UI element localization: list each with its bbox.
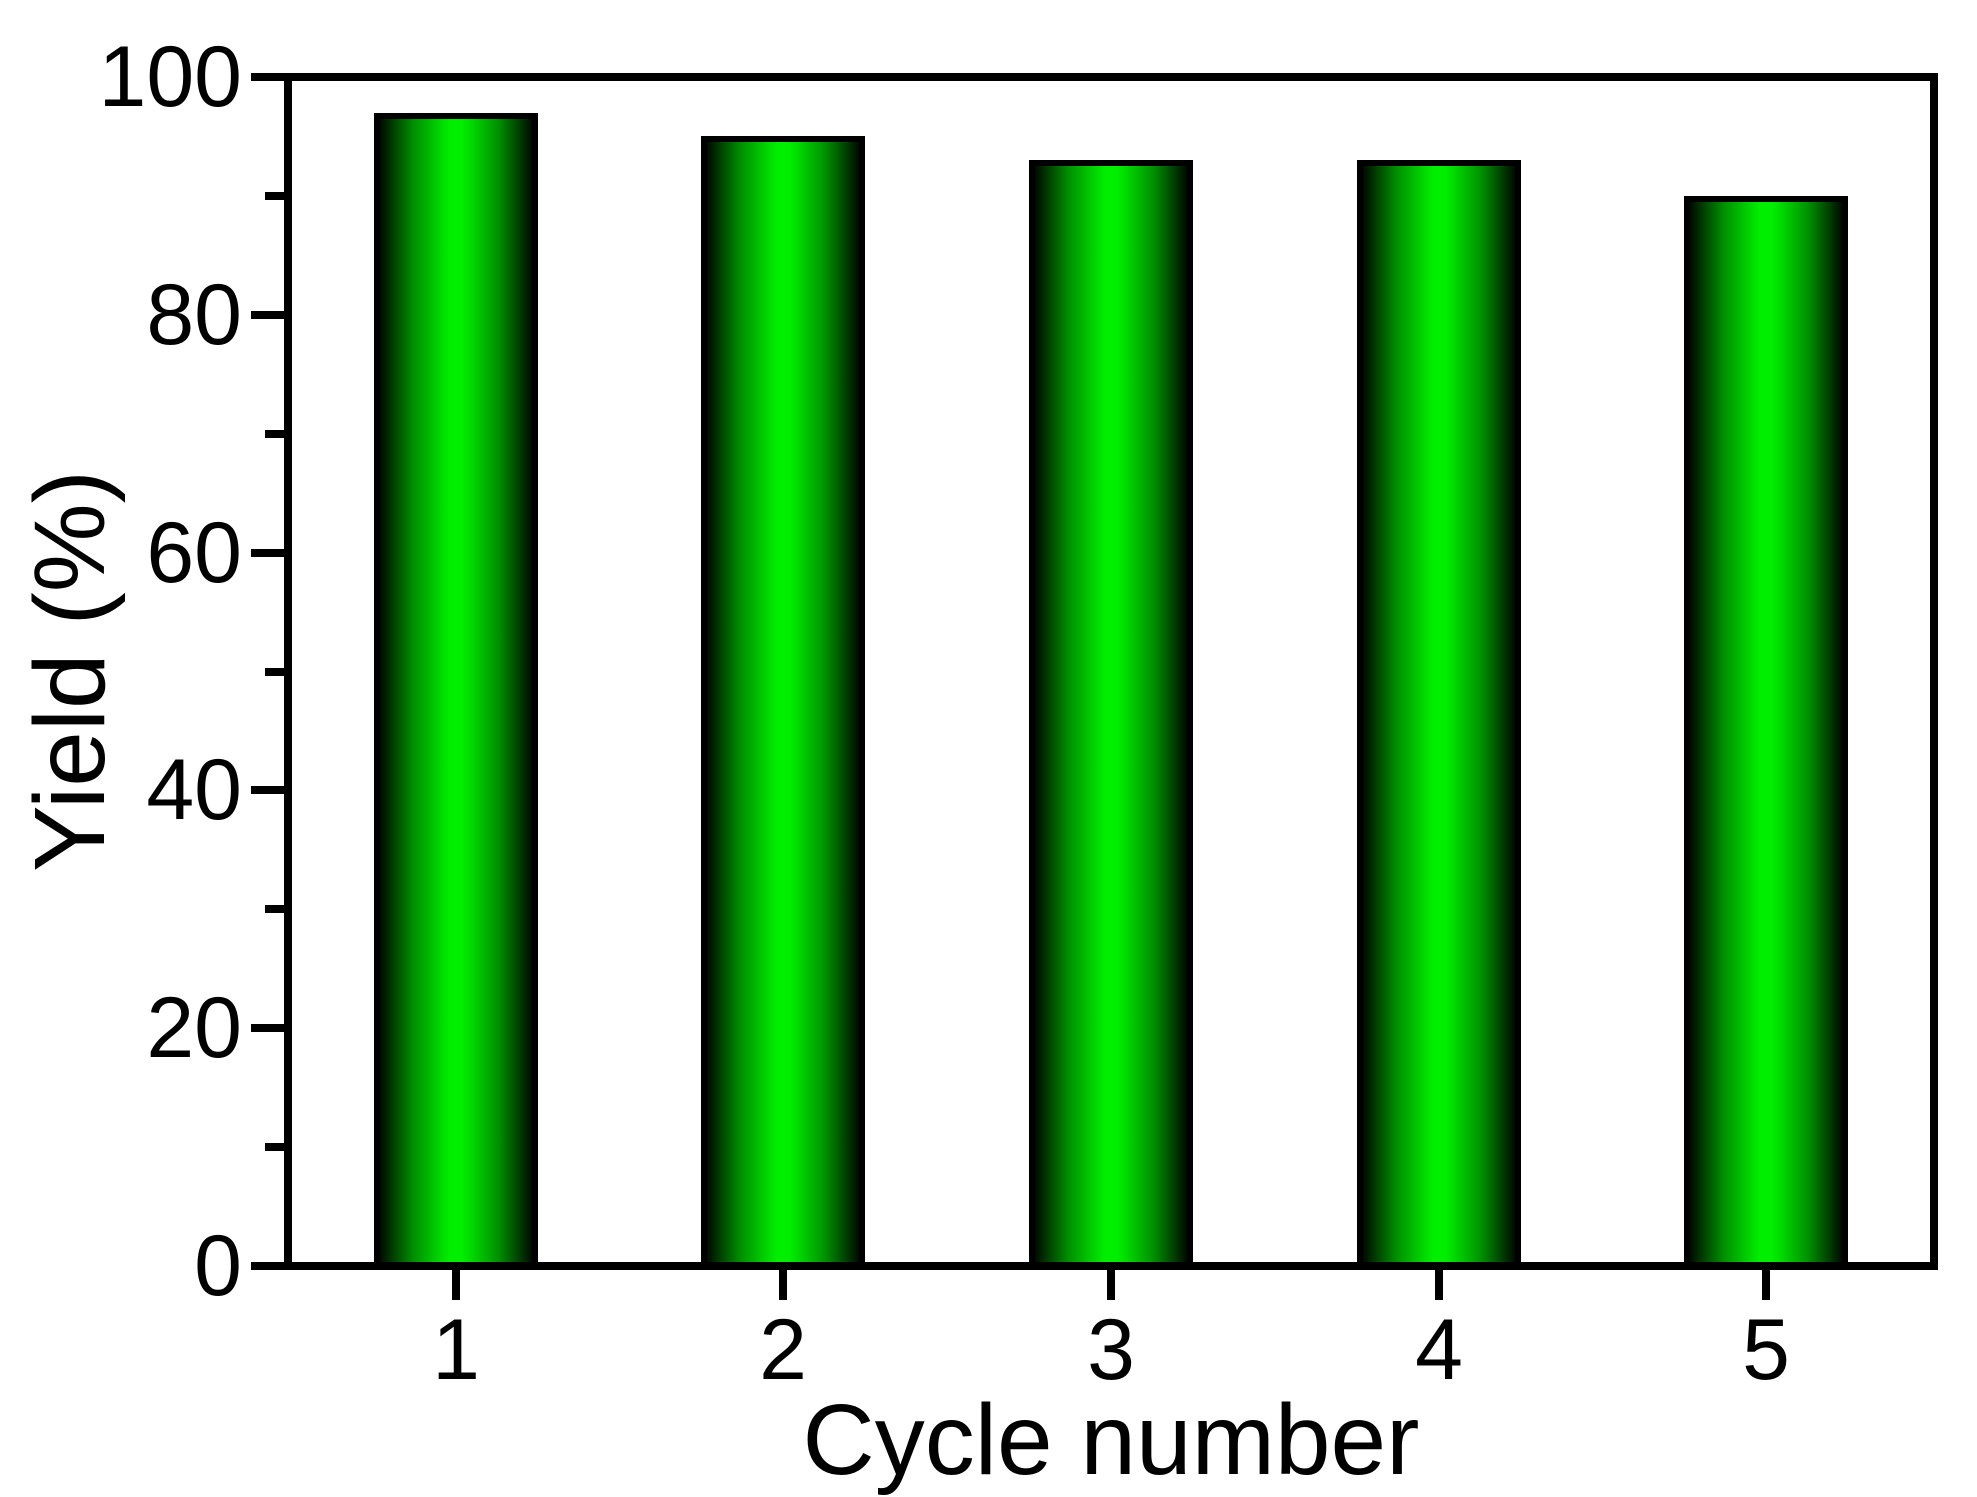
y-major-tick [251,1262,284,1270]
bar-cycle-1 [374,113,538,1262]
y-tick-label: 100 [98,29,243,125]
x-tick [1762,1270,1770,1300]
x-tick [779,1270,787,1300]
y-tick-label: 20 [146,980,242,1076]
y-tick-label: 60 [146,505,242,601]
x-tick-label: 5 [1742,1302,1790,1398]
y-major-tick [251,549,284,557]
y-tick-label: 40 [146,742,242,838]
y-minor-tick [265,1143,284,1151]
y-major-tick [251,73,284,81]
x-tick [1435,1270,1443,1300]
bar-cycle-5 [1684,196,1848,1262]
y-minor-tick [265,668,284,676]
x-tick [1107,1270,1115,1300]
x-tick [452,1270,460,1300]
y-minor-tick [265,430,284,438]
y-tick-label: 0 [194,1218,242,1314]
x-axis-title: Cycle number [802,1384,1420,1496]
y-tick-label: 80 [146,267,242,363]
y-major-tick [251,311,284,319]
x-tick-label: 1 [432,1302,480,1398]
y-major-tick [251,786,284,794]
bar-cycle-3 [1029,160,1193,1262]
x-tick-label: 2 [759,1302,807,1398]
x-tick-label: 4 [1415,1302,1463,1398]
y-minor-tick [265,192,284,200]
bar-cycle-4 [1357,160,1521,1262]
x-tick-label: 3 [1087,1302,1135,1398]
bar-cycle-2 [701,136,865,1262]
y-minor-tick [265,905,284,913]
y-major-tick [251,1024,284,1032]
